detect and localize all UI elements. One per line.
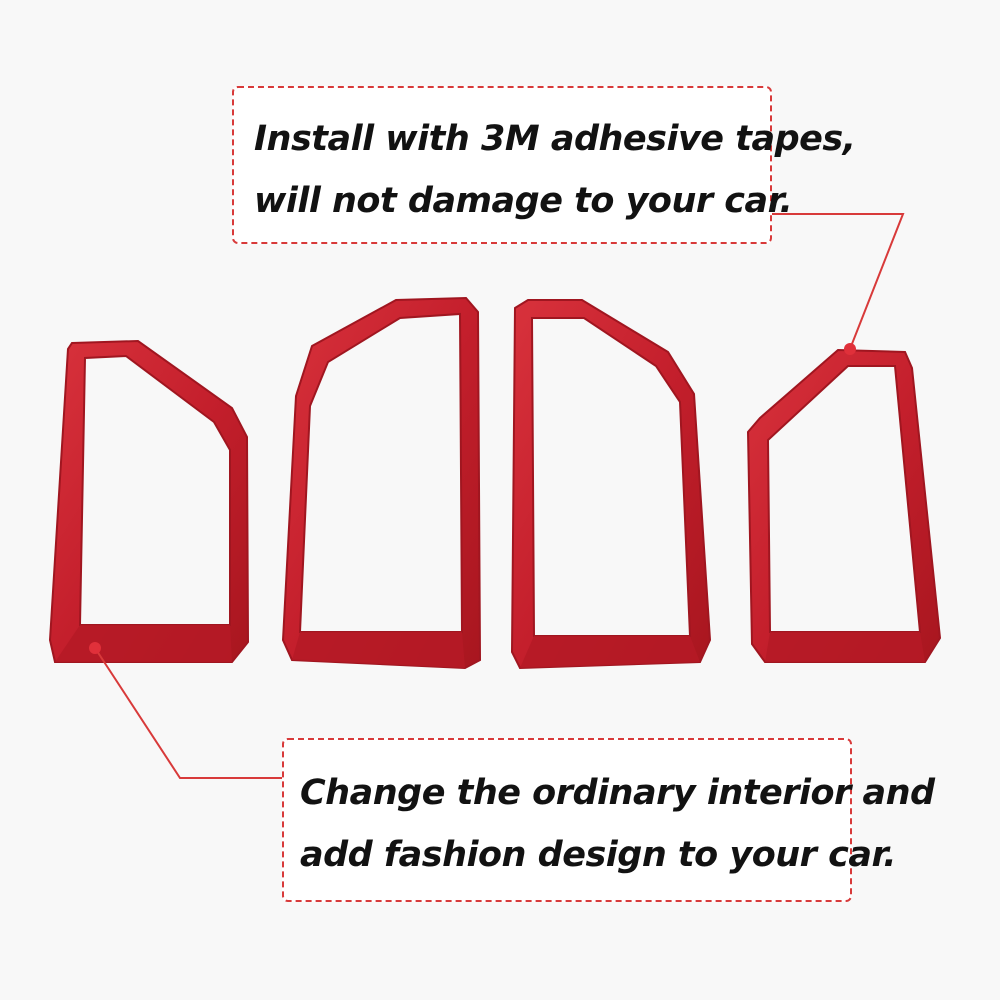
callout-design-info: Change the ordinary interior and add fas…	[282, 738, 935, 902]
leader-line-top	[772, 213, 905, 350]
trim-frame-1	[48, 339, 250, 663]
leader-dot-top	[844, 343, 856, 355]
callout-bottom-line-2: add fashion design to your car.	[300, 835, 897, 875]
leader-line-bottom	[94, 647, 282, 779]
trim-frame-2	[281, 296, 482, 670]
callout-install-info: Install with 3M adhesive tapes, will not…	[232, 86, 856, 244]
leader-dot-bottom	[89, 642, 101, 654]
trim-frame-3	[510, 299, 712, 670]
callout-bottom-line-1: Change the ordinary interior and	[300, 773, 935, 813]
trim-frame-4	[746, 348, 942, 663]
callout-top-line-1: Install with 3M adhesive tapes,	[254, 119, 856, 159]
callout-top-line-2: will not damage to your car.	[254, 181, 793, 221]
